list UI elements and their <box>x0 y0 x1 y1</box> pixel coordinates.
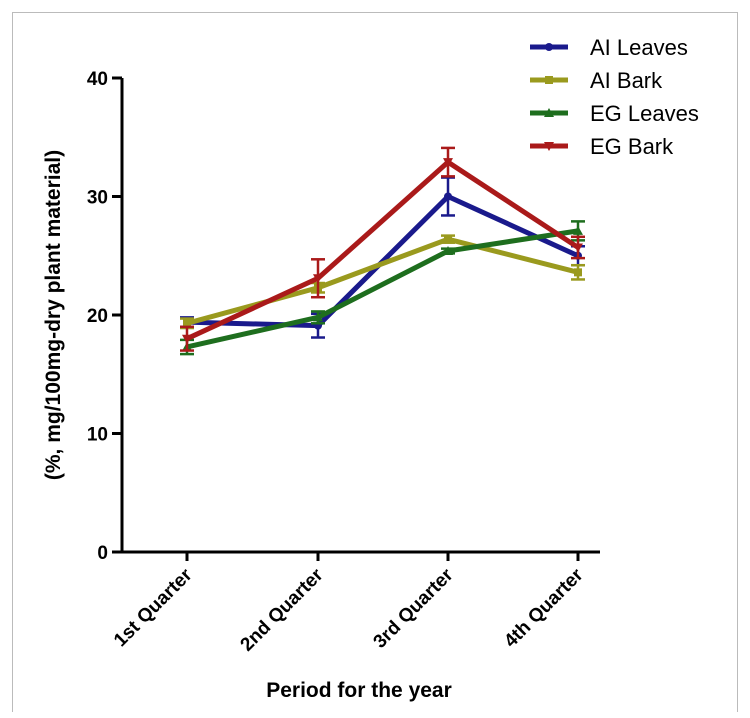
series-line <box>185 159 580 341</box>
y-tick-label: 0 <box>97 543 108 564</box>
y-axis-title: (%, mg/100mg-dry plant material) <box>42 150 65 480</box>
data-point <box>545 43 553 51</box>
data-point <box>545 76 553 84</box>
data-point <box>574 268 582 277</box>
y-tick-label: 40 <box>87 69 108 90</box>
legend-label: AI Bark <box>590 68 663 93</box>
x-tick-label: 1st Quarter <box>110 564 197 651</box>
x-tick-label: 2nd Quarter <box>237 564 328 655</box>
data-point <box>544 108 554 117</box>
legend: AI Leaves AI Bark EG Leaves EG Bark <box>530 35 699 159</box>
y-tick-label: 10 <box>87 425 108 446</box>
data-point <box>544 142 554 151</box>
legend-label: EG Bark <box>590 134 674 159</box>
series-eg-leaves <box>180 220 585 356</box>
series-line <box>186 236 579 326</box>
legend-item: EG Bark <box>530 134 674 159</box>
x-tick-label: 3rd Quarter <box>370 564 458 652</box>
data-point <box>443 246 453 256</box>
data-point <box>313 312 323 322</box>
data-point <box>444 235 452 244</box>
legend-item: AI Leaves <box>530 35 688 60</box>
series-layer <box>180 146 585 356</box>
data-point <box>182 334 192 344</box>
data-point <box>573 243 583 253</box>
data-point <box>573 225 583 235</box>
figure-frame <box>12 12 738 712</box>
x-axis-title: Period for the year <box>266 679 452 702</box>
y-tick-label: 20 <box>87 306 108 327</box>
data-point <box>183 319 191 328</box>
axes: 0 10 20 30 40 1st Quarter 2nd Quarter 3rd Quart… <box>87 69 600 656</box>
legend-label: EG Leaves <box>590 101 699 126</box>
legend-item: AI Bark <box>530 68 663 93</box>
data-point <box>443 158 453 168</box>
series-eg-bark <box>180 146 585 352</box>
x-tick-label: 4th Quarter <box>500 564 588 652</box>
series-line <box>186 228 579 350</box>
y-tick-label: 30 <box>87 188 108 209</box>
data-point <box>313 274 323 284</box>
legend-item: EG Leaves <box>530 101 699 126</box>
legend-label: AI Leaves <box>590 35 688 60</box>
data-point <box>444 192 452 201</box>
